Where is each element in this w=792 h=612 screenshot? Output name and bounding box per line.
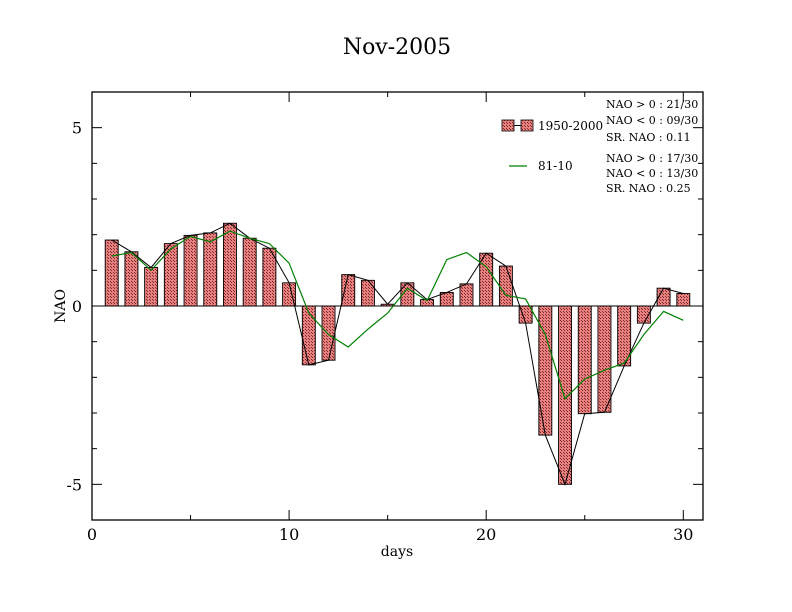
bar-day-30 — [676, 293, 691, 307]
bar-day-7 — [223, 222, 237, 307]
stat-neg: NAO < 0 : 13/30 — [606, 167, 698, 180]
bar-day-26 — [597, 305, 612, 413]
stats-1950-2000: NAO > 0 : 21/30 NAO < 0 : 09/30 SR. NAO … — [606, 98, 698, 144]
legend-swatch-1950-2000 — [501, 119, 515, 132]
x-tick-label: 20 — [476, 525, 496, 544]
x-axis-label: days — [381, 544, 413, 560]
legend: 1950-2000 81-10 — [501, 119, 603, 173]
stat-pos: NAO > 0 : 21/30 — [606, 98, 698, 111]
bar-day-13 — [341, 274, 356, 307]
bar-day-19 — [459, 283, 474, 307]
bar-series — [104, 222, 691, 485]
stat-sr: SR. NAO : 0.25 — [606, 182, 691, 195]
bar-day-21 — [498, 265, 513, 307]
stat-neg: NAO < 0 : 09/30 — [606, 114, 698, 127]
stat-sr: SR. NAO : 0.11 — [606, 131, 691, 144]
y-tick-label: 0 — [72, 297, 82, 316]
bar-series-connector-line — [111, 222, 684, 486]
bar-day-24 — [558, 305, 572, 485]
stat-pos: NAO > 0 : 17/30 — [606, 152, 698, 165]
y-axis-label: NAO — [53, 289, 69, 323]
chart-title: Nov-2005 — [343, 35, 451, 60]
bar-day-6 — [203, 232, 218, 307]
bar-day-2 — [124, 251, 139, 307]
bar-day-5 — [183, 234, 198, 307]
y-tick-label: 5 — [72, 119, 82, 138]
legend-label-1950-2000: 1950-2000 — [538, 119, 603, 133]
bar-day-1 — [104, 239, 119, 307]
series-81-10-line — [111, 230, 684, 400]
stats-81-10: NAO > 0 : 17/30 NAO < 0 : 13/30 SR. NAO … — [606, 152, 698, 195]
bar-day-14 — [360, 279, 375, 307]
x-tick-label: 0 — [87, 525, 97, 544]
bar-day-11 — [301, 305, 316, 366]
bar-day-3 — [144, 267, 159, 307]
bar-day-25 — [577, 305, 592, 415]
x-tick-label: 10 — [279, 525, 299, 544]
y-axis-ticks: -5 0 5 — [66, 119, 703, 494]
y-tick-label: -5 — [66, 475, 82, 494]
bar-day-8 — [242, 237, 257, 307]
legend-swatch-1950-2000 — [520, 119, 534, 132]
x-tick-label: 30 — [673, 525, 693, 544]
legend-label-81-10: 81-10 — [538, 159, 573, 173]
bar-day-12 — [321, 305, 336, 361]
x-axis-ticks: 0 10 20 30 — [87, 92, 693, 544]
